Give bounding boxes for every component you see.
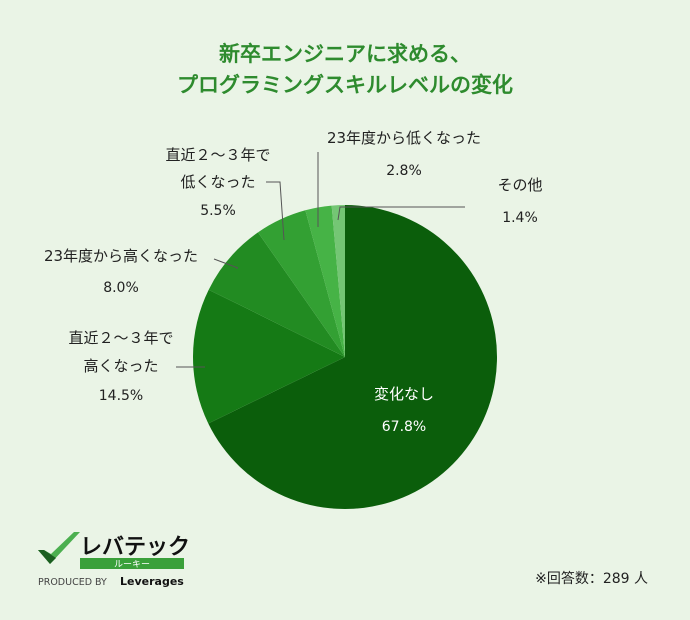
slice-value-label: 67.8% [382, 419, 426, 435]
slice-value-label: 5.5% [200, 203, 236, 219]
leader-line [337, 206, 465, 221]
pie-slice [208, 232, 345, 357]
response-count: ※回答数：289 人 [535, 571, 648, 587]
pie-slice [305, 205, 345, 357]
logo-company: Leverages [120, 575, 184, 588]
check-mark-icon [38, 532, 80, 564]
slice-label: 変化なし [374, 385, 434, 403]
slice-label: その他 [497, 176, 542, 194]
slice-label: 高くなった [83, 357, 158, 375]
slice-label: 23年度から低くなった [327, 129, 481, 147]
slice-label: 直近２～３年で [68, 329, 173, 347]
pie-slice [193, 289, 345, 424]
pie-slice [257, 210, 345, 357]
logo-sub: ルーキー [114, 560, 150, 570]
chart-title-line2: プログラミングスキルレベルの変化 [177, 73, 513, 97]
slice-value-label: 14.5% [99, 388, 143, 404]
logo-brand: レバテック [80, 535, 190, 560]
leader-line [213, 258, 239, 269]
slice-label: 23年度から高くなった [44, 247, 198, 265]
pie-slice [331, 205, 345, 357]
leader-line [266, 181, 285, 241]
slice-value-label: 2.8% [386, 163, 422, 179]
slice-label: 低くなった [180, 173, 255, 191]
chart-title-line1: 新卒エンジニアに求める、 [219, 42, 471, 66]
logo-produced-by: PRODUCED BY [38, 577, 107, 588]
pie-slice [208, 205, 498, 510]
slice-value-label: 1.4% [502, 210, 538, 226]
levtech-rookie-logo: レバテック ルーキー PRODUCED BY Leverages [38, 532, 190, 588]
slice-value-label: 8.0% [103, 280, 139, 296]
slice-label: 直近２～３年で [165, 146, 270, 164]
